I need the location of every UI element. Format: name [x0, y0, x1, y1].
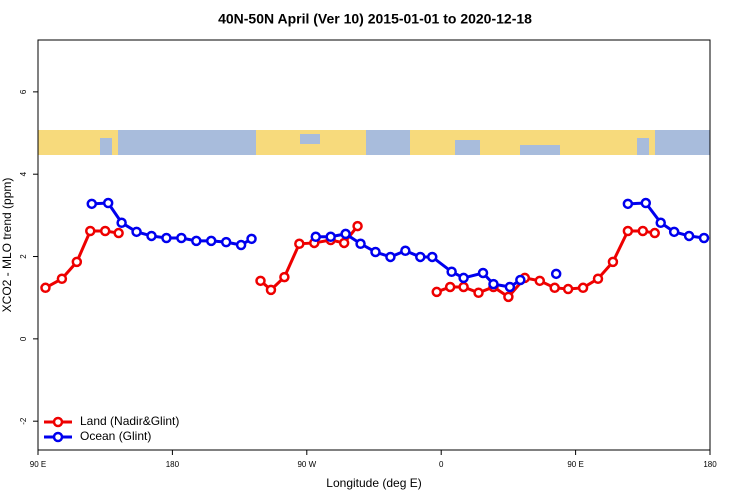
data-point: [370, 246, 381, 258]
legend-marker: [52, 416, 64, 428]
legend-label: Ocean (Glint): [80, 429, 151, 443]
data-point: [668, 226, 680, 238]
data-point: [340, 228, 351, 240]
data-point: [246, 233, 257, 245]
data-point: [458, 281, 469, 293]
data-point: [477, 267, 489, 279]
data-point: [504, 281, 516, 293]
legend-label: Land (Nadir&Glint): [80, 414, 179, 428]
data-point: [161, 232, 172, 244]
data-point: [683, 230, 695, 242]
data-point: [131, 226, 142, 238]
data-point: [488, 278, 499, 290]
data-point: [146, 230, 157, 242]
data-point: [444, 281, 456, 293]
data-point: [562, 283, 574, 295]
data-point: [113, 227, 124, 239]
data-point: [355, 238, 366, 250]
data-point: [431, 286, 442, 298]
data-point: [622, 198, 634, 210]
x-tick-label: 90 W: [297, 460, 316, 469]
data-point: [607, 256, 619, 268]
data-point: [655, 217, 666, 229]
y-tick-label: 4: [19, 171, 28, 176]
data-point: [534, 275, 546, 287]
data-point: [71, 256, 83, 268]
data-point: [592, 273, 604, 285]
plot-frame: [37, 39, 711, 451]
data-point: [205, 235, 217, 247]
legend-marker: [52, 431, 64, 443]
y-tick-label: 6: [19, 89, 28, 94]
x-tick-label: 0: [439, 460, 444, 469]
y-tick-label: -2: [19, 417, 28, 425]
data-point: [220, 236, 232, 248]
data-point: [86, 198, 98, 210]
data-point: [698, 232, 710, 244]
data-point: [310, 231, 322, 243]
chart-title: 40N-50N April (Ver 10) 2015-01-01 to 202…: [218, 11, 532, 27]
data-point: [577, 282, 589, 294]
y-tick-label: 2: [19, 254, 28, 259]
data-point: [255, 275, 266, 287]
data-point: [116, 217, 127, 229]
data-point: [549, 282, 560, 294]
y-tick-label: 0: [19, 336, 28, 341]
data-point: [279, 271, 290, 283]
series-line: [91, 201, 705, 289]
x-tick-label: 90 E: [567, 460, 583, 469]
data-point: [550, 268, 562, 280]
data-point: [503, 291, 514, 303]
data-point: [473, 287, 484, 299]
x-tick-label: 180: [703, 460, 717, 469]
data-point: [515, 274, 526, 286]
x-tick-label: 90 E: [30, 460, 46, 469]
data-point: [102, 197, 114, 209]
data-point: [176, 232, 187, 244]
data-point: [622, 225, 634, 237]
x-tick-label: 180: [166, 460, 180, 469]
data-point: [446, 266, 457, 278]
y-axis-label: XCO2 - MLO trend (ppm): [0, 178, 14, 313]
data-point: [640, 197, 652, 209]
data-point: [415, 251, 426, 263]
data-point: [265, 284, 277, 296]
data-point: [338, 237, 350, 249]
x-axis-label: Longitude (deg E): [326, 476, 421, 490]
data-point: [352, 220, 363, 232]
data-point: [56, 273, 68, 285]
data-point: [191, 235, 202, 247]
data-point: [294, 238, 305, 250]
data-point: [235, 239, 247, 251]
data-point: [400, 245, 411, 257]
data-point: [426, 251, 438, 263]
data-point: [325, 231, 336, 243]
data-point: [40, 282, 51, 294]
data-point: [637, 225, 649, 237]
data-point: [649, 227, 660, 239]
data-point: [85, 225, 96, 237]
map-strip: [38, 130, 710, 155]
data-point: [99, 225, 111, 237]
data-point: [385, 251, 396, 263]
data-point: [458, 272, 469, 284]
